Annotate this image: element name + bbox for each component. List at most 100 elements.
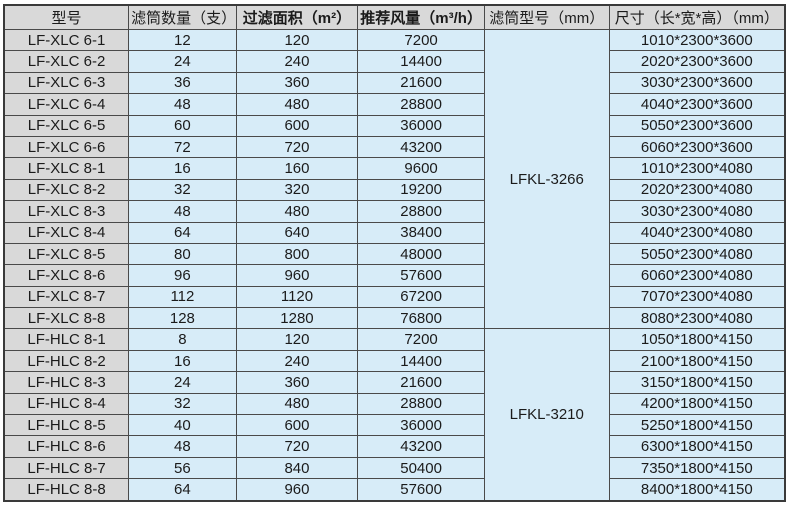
- area-cell: 960: [235, 264, 359, 287]
- model-cell: LF-XLC 8-1: [3, 157, 130, 180]
- airflow-cell: 76800: [357, 307, 485, 330]
- size-cell: 2020*2300*4080: [608, 178, 786, 202]
- table-header: 型号 滤筒数量（支） 过滤面积（m²） 推荐风量（m³/h） 滤筒型号（mm） 尺寸（长*…: [3, 4, 786, 30]
- table-body: LF-XLC 6-1 12 120 7200 LFKL-3266 1010*2300*36…: [3, 28, 786, 502]
- quantity-cell: 60: [128, 114, 237, 137]
- area-cell: 720: [235, 135, 359, 159]
- airflow-cell: 36000: [357, 414, 485, 437]
- table-row: LF-XLC 6-2 24 240 14400 2020*2300*3600: [3, 50, 786, 73]
- table-row: LF-HLC 8-4 32 480 28800 4200*1800*4150: [3, 392, 786, 416]
- airflow-cell: 7200: [357, 328, 485, 351]
- size-cell: 6060*2300*4080: [608, 264, 786, 287]
- quantity-cell: 64: [128, 478, 237, 502]
- column-header-1: 滤筒数量（支）: [128, 4, 237, 30]
- size-cell: 8080*2300*4080: [608, 307, 786, 330]
- airflow-cell: 14400: [357, 349, 485, 373]
- size-cell: 3030*2300*4080: [608, 200, 786, 223]
- table-row: LF-HLC 8-8 64 960 57600 8400*1800*4150: [3, 478, 786, 502]
- table-row: LF-XLC 8-2 32 320 19200 2020*2300*4080: [3, 178, 786, 202]
- area-cell: 480: [235, 93, 359, 116]
- airflow-cell: 7200: [357, 28, 485, 52]
- airflow-cell: 21600: [357, 371, 485, 394]
- quantity-cell: 32: [128, 392, 237, 416]
- model-cell: LF-HLC 8-3: [3, 371, 130, 394]
- model-cell: LF-XLC 8-3: [3, 200, 130, 223]
- size-cell: 7350*1800*4150: [608, 456, 786, 480]
- quantity-cell: 56: [128, 456, 237, 480]
- model-cell: LF-XLC 8-7: [3, 285, 130, 309]
- column-header-2: 过滤面积（m²）: [235, 4, 359, 30]
- airflow-cell: 28800: [357, 200, 485, 223]
- model-cell: LF-XLC 6-5: [3, 114, 130, 137]
- table-row: LF-HLC 8-7 56 840 50400 7350*1800*4150: [3, 456, 786, 480]
- model-cell: LF-XLC 6-4: [3, 93, 130, 116]
- model-cell: LF-HLC 8-4: [3, 392, 130, 416]
- size-cell: 5250*1800*4150: [608, 414, 786, 437]
- model-cell: LF-HLC 8-2: [3, 349, 130, 373]
- quantity-cell: 48: [128, 200, 237, 223]
- size-cell: 4040*2300*3600: [608, 93, 786, 116]
- area-cell: 480: [235, 392, 359, 416]
- quantity-cell: 96: [128, 264, 237, 287]
- quantity-cell: 36: [128, 71, 237, 95]
- airflow-cell: 36000: [357, 114, 485, 137]
- quantity-cell: 24: [128, 371, 237, 394]
- table-row: LF-HLC 8-1 8 120 7200 LFKL-3210 1050*1800*415…: [3, 328, 786, 502]
- area-cell: 840: [235, 456, 359, 480]
- size-cell: 7070*2300*4080: [608, 285, 786, 309]
- model-cell: LF-XLC 8-4: [3, 221, 130, 244]
- quantity-cell: 8: [128, 328, 237, 351]
- area-cell: 240: [235, 50, 359, 73]
- model-cell: LF-XLC 8-8: [3, 307, 130, 330]
- table-row: LF-XLC 8-8 128 1280 76800 8080*2300*4080: [3, 307, 786, 330]
- quantity-cell: 128: [128, 307, 237, 330]
- column-header-0: 型号: [3, 4, 130, 30]
- size-cell: 1010*2300*4080: [608, 157, 786, 180]
- size-cell: 2020*2300*3600: [608, 50, 786, 73]
- airflow-cell: 21600: [357, 71, 485, 95]
- quantity-cell: 72: [128, 135, 237, 159]
- area-cell: 1280: [235, 307, 359, 330]
- table-row: LF-XLC 6-1 12 120 7200 LFKL-3266 1010*2300*36…: [3, 28, 786, 330]
- size-cell: 6300*1800*4150: [608, 435, 786, 458]
- model-cell: LF-HLC 8-5: [3, 414, 130, 437]
- table-row: LF-HLC 8-6 48 720 43200 6300*1800*4150: [3, 435, 786, 458]
- table-row: LF-XLC 8-6 96 960 57600 6060*2300*4080: [3, 264, 786, 287]
- quantity-cell: 12: [128, 28, 237, 52]
- table-row: LF-XLC 8-4 64 640 38400 4040*2300*4080: [3, 221, 786, 244]
- size-cell: 6060*2300*3600: [608, 135, 786, 159]
- model-cell: LF-XLC 8-5: [3, 242, 130, 266]
- model-cell: LF-HLC 8-6: [3, 435, 130, 458]
- quantity-cell: 16: [128, 349, 237, 373]
- area-cell: 800: [235, 242, 359, 266]
- table-row: LF-HLC 8-3 24 360 21600 3150*1800*4150: [3, 371, 786, 394]
- model-cell: LF-XLC 6-2: [3, 50, 130, 73]
- table-row: LF-XLC 8-1 16 160 9600 1010*2300*4080: [3, 157, 786, 180]
- airflow-cell: 48000: [357, 242, 485, 266]
- model-cell: LF-XLC 8-2: [3, 178, 130, 202]
- cartridge-model-cell: LFKL-3266: [483, 28, 610, 330]
- model-cell: LF-XLC 6-6: [3, 135, 130, 159]
- area-cell: 720: [235, 435, 359, 458]
- table-row: LF-HLC 8-5 40 600 36000 5250*1800*4150: [3, 414, 786, 437]
- model-cell: LF-XLC 8-6: [3, 264, 130, 287]
- size-cell: 4200*1800*4150: [608, 392, 786, 416]
- area-cell: 1120: [235, 285, 359, 309]
- airflow-cell: 50400: [357, 456, 485, 480]
- model-cell: LF-HLC 8-1: [3, 328, 130, 351]
- size-cell: 1010*2300*3600: [608, 28, 786, 52]
- area-cell: 960: [235, 478, 359, 502]
- area-cell: 120: [235, 28, 359, 52]
- area-cell: 600: [235, 114, 359, 137]
- area-cell: 320: [235, 178, 359, 202]
- column-header-4: 滤筒型号（mm）: [483, 4, 610, 30]
- size-cell: 8400*1800*4150: [608, 478, 786, 502]
- area-cell: 360: [235, 71, 359, 95]
- filter-spec-table: 型号 滤筒数量（支） 过滤面积（m²） 推荐风量（m³/h） 滤筒型号（mm） 尺寸（长*…: [3, 4, 786, 502]
- table-row: LF-XLC 8-5 80 800 48000 5050*2300*4080: [3, 242, 786, 266]
- table-row: LF-HLC 8-2 16 240 14400 2100*1800*4150: [3, 349, 786, 373]
- table-row: LF-XLC 6-4 48 480 28800 4040*2300*3600: [3, 93, 786, 116]
- model-cell: LF-HLC 8-7: [3, 456, 130, 480]
- airflow-cell: 67200: [357, 285, 485, 309]
- area-cell: 600: [235, 414, 359, 437]
